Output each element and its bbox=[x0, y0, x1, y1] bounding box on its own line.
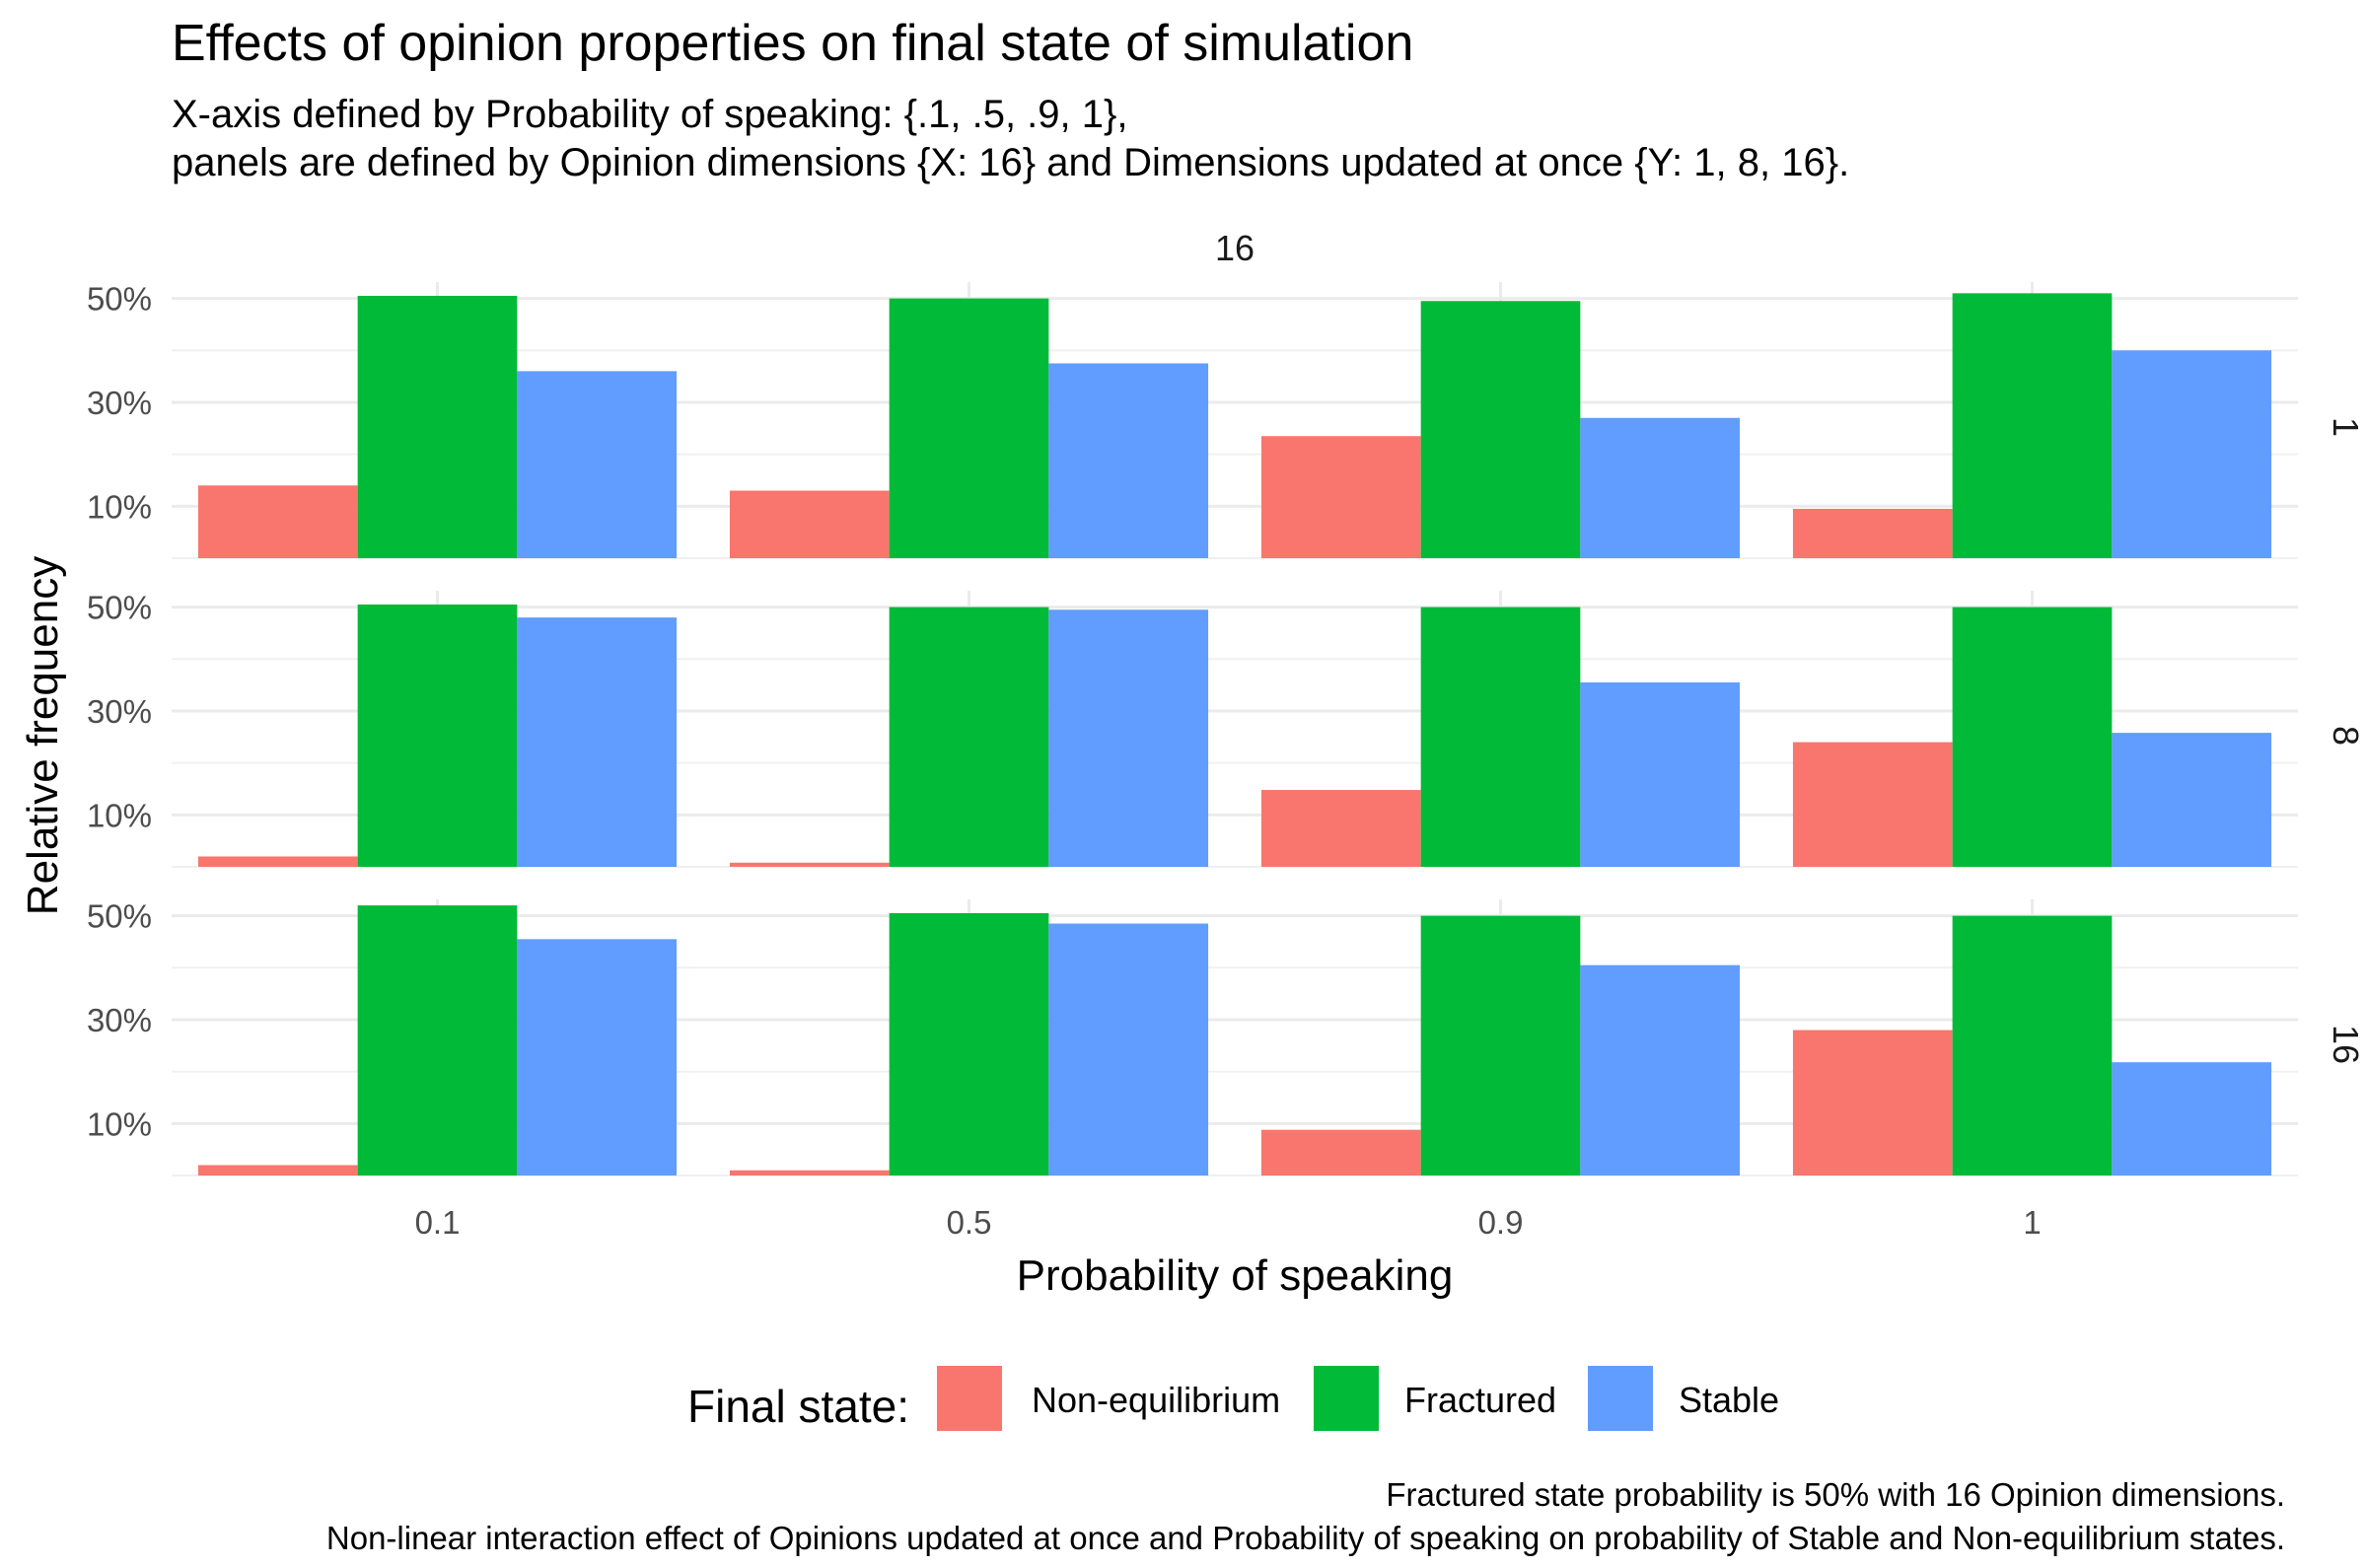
bar-fractured-0.5 bbox=[889, 298, 1049, 558]
y-tick-label: 10% bbox=[87, 488, 152, 525]
legend: Final state: Non-equilibrium Fractured S… bbox=[0, 1366, 2367, 1445]
x-tick-label: 0.1 bbox=[415, 1204, 461, 1241]
bar-non-equilibrium-0.1 bbox=[197, 1165, 358, 1176]
legend-label-stable: Stable bbox=[1679, 1380, 1780, 1420]
bar-non-equilibrium-0.1 bbox=[197, 485, 358, 558]
bar-stable-0.9 bbox=[1580, 964, 1741, 1176]
y-tick-label: 30% bbox=[87, 693, 152, 730]
bar-stable-0.1 bbox=[517, 617, 678, 867]
bar-stable-0.5 bbox=[1048, 923, 1209, 1176]
bar-fractured-0.5 bbox=[889, 606, 1049, 867]
facet-row-label: 16 bbox=[2326, 1025, 2366, 1064]
bar-non-equilibrium-0.9 bbox=[1260, 790, 1421, 867]
bar-non-equilibrium-1 bbox=[1792, 1030, 1953, 1176]
y-tick-label: 50% bbox=[87, 281, 152, 318]
legend-key-fractured bbox=[1314, 1366, 1379, 1431]
bar-fractured-1 bbox=[1952, 293, 2113, 558]
chart-subtitle-line-2: panels are defined by Opinion dimensions… bbox=[172, 141, 1850, 184]
bar-fractured-0.1 bbox=[357, 296, 518, 558]
bar-stable-0.5 bbox=[1048, 363, 1209, 558]
y-tick-label: 30% bbox=[87, 1002, 152, 1038]
bar-non-equilibrium-0.5 bbox=[729, 1170, 890, 1176]
bar-fractured-0.1 bbox=[357, 605, 518, 867]
bar-fractured-0.5 bbox=[889, 913, 1049, 1176]
bar-non-equilibrium-0.5 bbox=[729, 490, 890, 558]
y-tick-label: 30% bbox=[87, 385, 152, 421]
legend-key-stable bbox=[1588, 1366, 1653, 1431]
y-axis-title: Relative frequency bbox=[19, 556, 67, 915]
y-tick-label: 10% bbox=[87, 797, 152, 833]
x-tick-label: 1 bbox=[2023, 1204, 2041, 1241]
bar-stable-1 bbox=[2112, 1062, 2272, 1176]
bar-non-equilibrium-1 bbox=[1792, 742, 1953, 867]
facet-row-label: 8 bbox=[2326, 726, 2366, 746]
bar-fractured-0.9 bbox=[1420, 301, 1581, 558]
x-tick-label: 0.5 bbox=[947, 1204, 992, 1241]
x-tick-label: 0.9 bbox=[1478, 1204, 1524, 1241]
bar-non-equilibrium-1 bbox=[1792, 508, 1953, 558]
facet-row-label: 1 bbox=[2326, 417, 2366, 437]
legend-label-fractured: Fractured bbox=[1404, 1380, 1557, 1420]
x-axis-title: Probability of speaking bbox=[1017, 1251, 1454, 1300]
faceted-bar-chart: 16 10% 30% 50% 1 10% 30% 50% 8 10% 30% 50% 16 0.1 0.5 0… bbox=[19, 228, 2366, 1300]
bar-stable-0.9 bbox=[1580, 682, 1741, 867]
bar-stable-0.1 bbox=[517, 371, 678, 558]
y-tick-label: 10% bbox=[87, 1105, 152, 1142]
caption-line-1: Fractured state probability is 50% with … bbox=[1386, 1476, 2285, 1513]
legend-title: Final state: bbox=[687, 1381, 909, 1432]
chart-title: Effects of opinion properties on final s… bbox=[172, 15, 1414, 72]
bar-non-equilibrium-0.9 bbox=[1260, 436, 1421, 558]
legend-label-non-equilibrium: Non-equilibrium bbox=[1032, 1380, 1281, 1420]
y-tick-label: 50% bbox=[87, 898, 152, 935]
legend-key-non-equilibrium bbox=[937, 1366, 1002, 1431]
facet-column-label: 16 bbox=[1215, 228, 1255, 268]
bar-non-equilibrium-0.9 bbox=[1260, 1129, 1421, 1176]
bar-fractured-1 bbox=[1952, 915, 2113, 1176]
y-tick-label: 50% bbox=[87, 590, 152, 626]
caption-line-2: Non-linear interaction effect of Opinion… bbox=[325, 1520, 2285, 1556]
bar-stable-0.1 bbox=[517, 939, 678, 1176]
bar-fractured-0.1 bbox=[357, 905, 518, 1176]
bar-non-equilibrium-0.5 bbox=[729, 862, 890, 867]
bar-fractured-0.9 bbox=[1420, 606, 1581, 867]
bar-stable-0.5 bbox=[1048, 609, 1209, 867]
bar-stable-0.9 bbox=[1580, 417, 1741, 558]
chart-subtitle-line-1: X-axis defined by Probability of speakin… bbox=[172, 93, 1128, 136]
bar-fractured-0.9 bbox=[1420, 915, 1581, 1176]
bar-stable-1 bbox=[2112, 350, 2272, 558]
bar-fractured-1 bbox=[1952, 606, 2113, 867]
bar-stable-1 bbox=[2112, 733, 2272, 867]
bar-non-equilibrium-0.1 bbox=[197, 856, 358, 867]
